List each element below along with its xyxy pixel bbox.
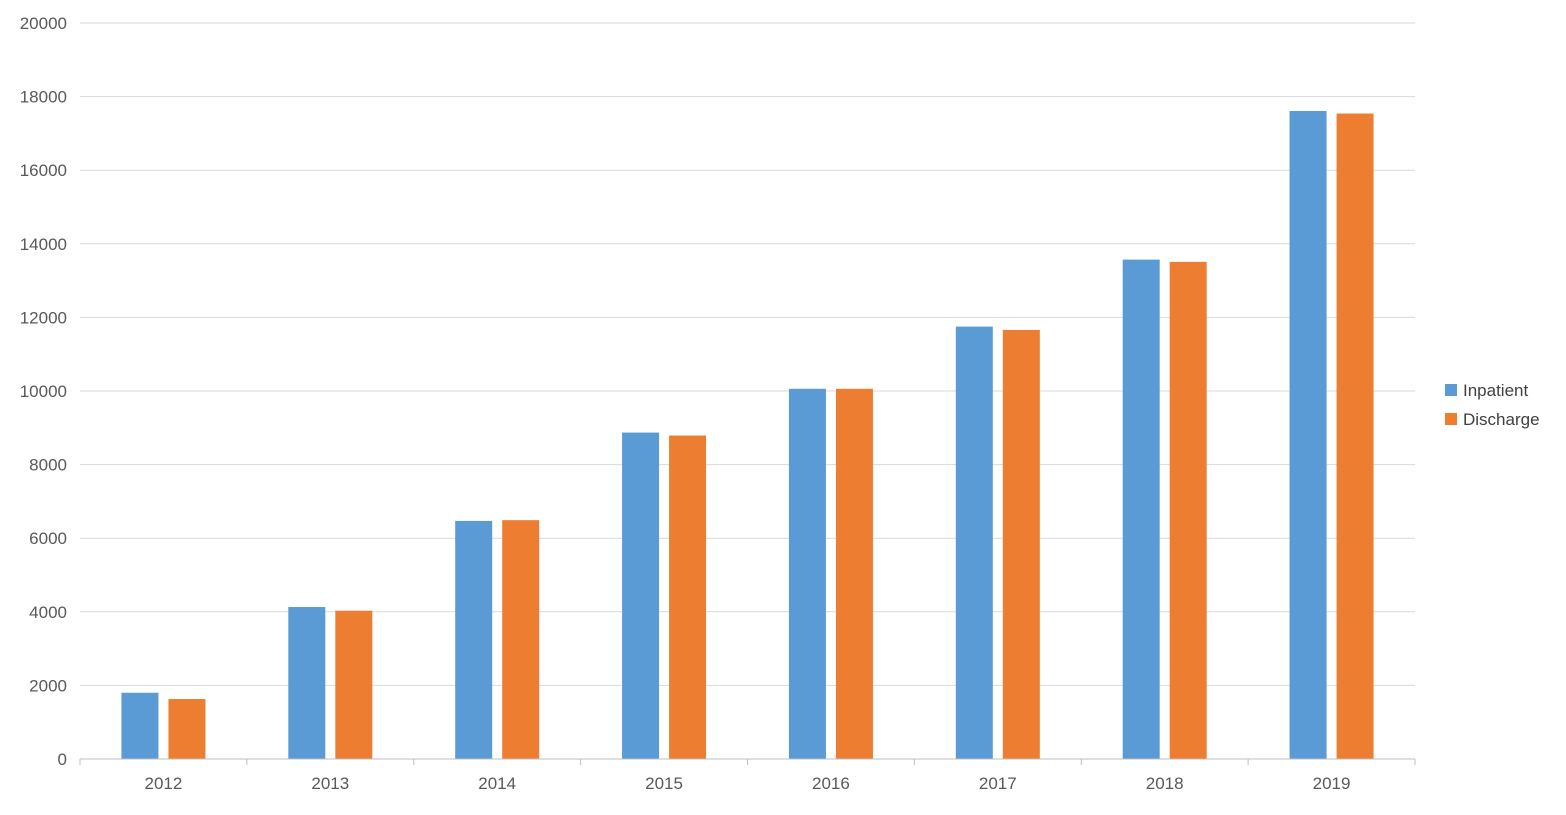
gridlines: [80, 22, 1415, 686]
legend-label-inpatient: Inpatient: [1463, 381, 1528, 400]
x-tick-label: 2017: [979, 774, 1017, 793]
y-tick-label: 12000: [20, 308, 67, 327]
bar-discharge-2015: [669, 435, 707, 759]
legend-label-discharge: Discharge: [1463, 410, 1540, 429]
bar-inpatient-2017: [955, 326, 993, 759]
legend-swatch-inpatient: [1445, 384, 1457, 396]
y-tick-label: 6000: [29, 529, 67, 548]
bar-discharge-2018: [1169, 261, 1207, 759]
x-axis-tick-labels: 2012 2013 2014 2015 2016 2017 2018 2019: [145, 774, 1351, 793]
bar-inpatient-2014: [455, 520, 493, 759]
y-tick-label: 0: [58, 750, 67, 769]
bar-inpatient-2012: [121, 692, 159, 759]
legend-swatch-discharge: [1445, 413, 1457, 425]
y-tick-label: 16000: [20, 161, 67, 180]
bar-discharge-2013: [335, 610, 373, 759]
x-tick-label: 2013: [311, 774, 349, 793]
legend: Inpatient Discharge: [1445, 381, 1540, 429]
bar-discharge-2017: [1002, 329, 1040, 759]
x-tick-label: 2019: [1313, 774, 1351, 793]
x-tick-label: 2014: [478, 774, 516, 793]
x-tick-label: 2016: [812, 774, 850, 793]
bar-discharge-2019: [1336, 113, 1374, 759]
bar-discharge-2016: [835, 388, 873, 759]
bar-inpatient-2013: [288, 607, 326, 759]
bars: [121, 110, 1374, 759]
y-tick-label: 8000: [29, 456, 67, 475]
bar-inpatient-2019: [1289, 110, 1327, 759]
bar-discharge-2014: [502, 520, 540, 759]
bar-inpatient-2016: [788, 388, 826, 759]
bar-inpatient-2018: [1122, 259, 1160, 759]
y-tick-label: 18000: [20, 88, 67, 107]
y-tick-label: 14000: [20, 235, 67, 254]
y-tick-label: 4000: [29, 603, 67, 622]
y-tick-label: 2000: [29, 676, 67, 695]
x-tick-label: 2015: [645, 774, 683, 793]
y-tick-label: 10000: [20, 382, 67, 401]
x-tick-label: 2012: [145, 774, 183, 793]
bar-inpatient-2015: [622, 432, 660, 759]
x-axis: [79, 758, 1416, 765]
x-tick-label: 2018: [1146, 774, 1184, 793]
y-tick-label: 20000: [20, 14, 67, 33]
bar-discharge-2012: [168, 699, 206, 759]
y-axis-tick-labels: 0 2000 4000 6000 8000 10000 12000 14000 16000 180…: [20, 14, 67, 769]
